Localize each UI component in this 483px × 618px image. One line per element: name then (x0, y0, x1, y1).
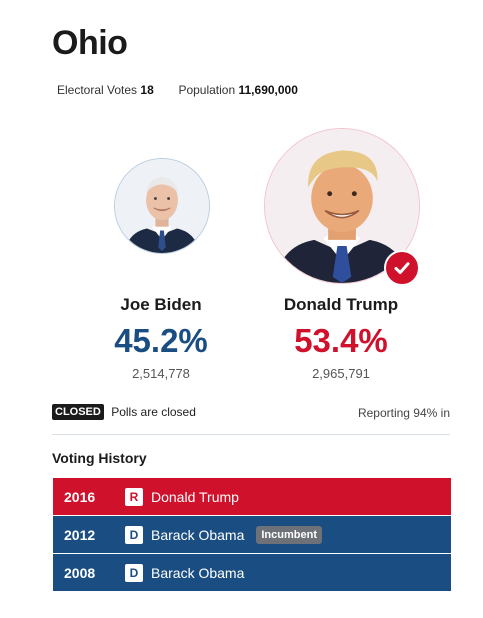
state-stats: Electoral Votes 18 Population 11,690,000 (57, 83, 298, 97)
reporting-text: Reporting 94% in (357, 406, 450, 420)
candidate-percent: 53.4% (294, 322, 388, 359)
closed-badge: CLOSED (52, 404, 104, 420)
voting-history-table: 2016 R Donald Trump 2012 D Barack Obama … (53, 478, 451, 592)
voting-history-title: Voting History (52, 450, 147, 466)
candidate-votes: 2,965,791 (312, 366, 370, 381)
incumbent-badge: Incumbent (256, 525, 322, 544)
party-badge: D (125, 563, 143, 582)
history-year: 2016 (64, 488, 96, 505)
candidate-name: Donald Trump (283, 295, 399, 314)
poll-status-text: Polls are closed (111, 405, 196, 419)
history-year: 2012 (64, 526, 96, 543)
biden-photo (114, 158, 210, 254)
page-title: Ohio (52, 24, 128, 62)
history-row-2016: 2016 R Donald Trump (53, 478, 451, 515)
history-row-2012: 2012 D Barack Obama Incumbent (53, 516, 451, 553)
population-value: 11,690,000 (238, 83, 298, 97)
history-winner-name: Barack Obama (151, 564, 245, 581)
party-badge: D (125, 525, 143, 544)
electoral-votes-label: Electoral Votes (57, 83, 138, 97)
winner-checkmark-icon (384, 250, 420, 286)
population-label: Population (178, 83, 236, 97)
candidate-name: Joe Biden (120, 295, 202, 314)
history-winner-name: Barack Obama (151, 526, 245, 543)
divider (52, 434, 450, 435)
biden-portrait-icon (115, 159, 209, 253)
electoral-votes-value: 18 (140, 83, 154, 97)
history-year: 2008 (64, 564, 96, 581)
poll-status-row: CLOSED Polls are closed Reporting 94% in (52, 404, 450, 422)
party-badge: R (125, 487, 143, 506)
history-winner-name: Donald Trump (151, 488, 239, 505)
candidate-percent: 45.2% (114, 322, 208, 359)
candidate-votes: 2,514,778 (132, 366, 190, 381)
history-row-2008: 2008 D Barack Obama (53, 554, 451, 591)
